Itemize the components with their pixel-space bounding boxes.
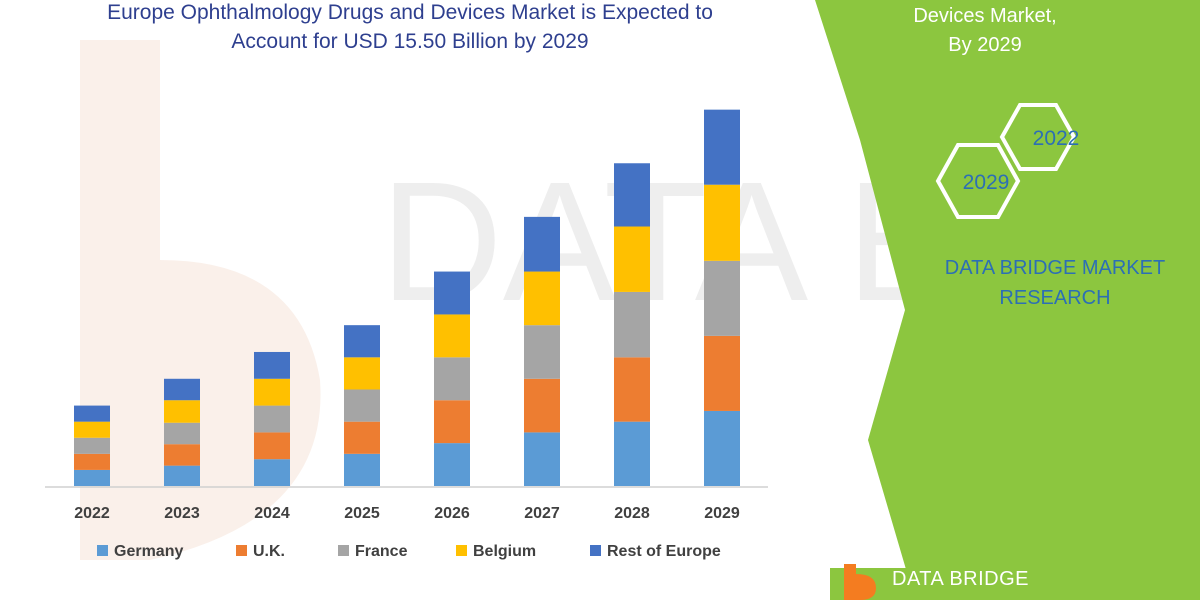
bar-segment-2024-belgium xyxy=(254,378,290,406)
bar-segment-2023-france xyxy=(164,422,200,445)
legend-swatch xyxy=(97,545,108,556)
bar-segment-2024-rest-of-europe xyxy=(254,351,290,379)
bar-segment-2029-germany xyxy=(704,410,740,486)
bar-segment-2026-france xyxy=(434,357,470,401)
bar-segment-2023-rest-of-europe xyxy=(164,378,200,401)
bar-segment-2027-u-k- xyxy=(524,378,560,433)
bar-segment-2028-france xyxy=(614,291,650,358)
bar-segment-2029-belgium xyxy=(704,184,740,261)
bar-segment-2024-u-k- xyxy=(254,432,290,460)
x-tick-label-2029: 2029 xyxy=(704,505,740,522)
bar-segment-2025-france xyxy=(344,389,380,422)
hexagon-2029-label: 2029 xyxy=(963,171,1010,194)
legend-item-germany: Germany xyxy=(97,543,183,560)
legend-label: U.K. xyxy=(253,543,285,560)
bar-segment-2024-france xyxy=(254,405,290,433)
research-label-line-1: DATA BRIDGE MARKET xyxy=(944,257,1166,279)
hexagon-2022-label: 2022 xyxy=(1033,127,1080,150)
legend-item-belgium: Belgium xyxy=(456,543,536,560)
x-tick-label-2022: 2022 xyxy=(74,505,110,522)
x-tick-label-2024: 2024 xyxy=(254,505,290,522)
chart-title-line-1: Europe Ophthalmology Drugs and Devices M… xyxy=(107,1,713,24)
side-caption-line-2: By 2029 xyxy=(948,34,1022,56)
bar-segment-2023-u-k- xyxy=(164,444,200,466)
bar-segment-2023-belgium xyxy=(164,400,200,423)
x-tick-label-2023: 2023 xyxy=(164,505,200,522)
bar-segment-2022-germany xyxy=(74,469,110,486)
bar-segment-2025-rest-of-europe xyxy=(344,325,380,358)
legend-label: Belgium xyxy=(473,543,536,560)
x-tick-label-2025: 2025 xyxy=(344,505,380,522)
legend-swatch xyxy=(338,545,349,556)
bar-segment-2027-germany xyxy=(524,432,560,486)
legend-item-france: France xyxy=(338,543,408,560)
x-tick-label-2028: 2028 xyxy=(614,505,650,522)
hexagon-2022 xyxy=(999,103,1077,171)
bar-segment-2029-rest-of-europe xyxy=(704,109,740,185)
legend-swatch xyxy=(590,545,601,556)
bar-segment-2027-belgium xyxy=(524,271,560,326)
chart-title-line-2: Account for USD 15.50 Billion by 2029 xyxy=(231,30,589,53)
bar-segment-2022-france xyxy=(74,437,110,454)
bar-segment-2025-germany xyxy=(344,453,380,486)
x-tick-labels: 2022 2023 2024 2025 2026 2027 2028 2029 xyxy=(74,505,740,522)
bar-segment-2025-u-k- xyxy=(344,421,380,454)
bar-segment-2022-rest-of-europe xyxy=(74,405,110,422)
bar-segment-2028-u-k- xyxy=(614,357,650,422)
legend-label: Germany xyxy=(114,543,183,560)
bar-segment-2027-rest-of-europe xyxy=(524,216,560,272)
footer-logo-text: DATA BRIDGE xyxy=(892,568,1030,590)
footer-logo xyxy=(830,564,1050,600)
bar-segment-2026-u-k- xyxy=(434,400,470,444)
legend-item-rest-of-europe: Rest of Europe xyxy=(590,543,721,560)
bars-group xyxy=(74,109,740,486)
footer-logo-icon xyxy=(844,564,876,600)
hexagon-2029 xyxy=(935,143,1021,219)
research-label-line-2: RESEARCH xyxy=(999,287,1111,309)
bar-segment-2028-germany xyxy=(614,421,650,486)
x-tick-label-2027: 2027 xyxy=(524,505,560,522)
bar-segment-2029-u-k- xyxy=(704,335,740,411)
year-hexagons: 2022 2029 xyxy=(935,103,1080,219)
legend-label: France xyxy=(355,543,408,560)
legend-swatch xyxy=(456,545,467,556)
bar-segment-2022-belgium xyxy=(74,421,110,438)
legend-item-u-k-: U.K. xyxy=(236,543,285,560)
x-tick-label-2026: 2026 xyxy=(434,505,470,522)
stacked-bar-chart: 2022 2023 2024 2025 2026 2027 2028 2029 Germany… xyxy=(45,109,768,560)
legend-label: Rest of Europe xyxy=(607,543,721,560)
bar-segment-2026-belgium xyxy=(434,314,470,358)
bar-segment-2027-france xyxy=(524,325,560,379)
legend-swatch xyxy=(236,545,247,556)
bar-segment-2028-belgium xyxy=(614,226,650,292)
green-panel-shape xyxy=(815,0,1200,600)
bar-segment-2028-rest-of-europe xyxy=(614,163,650,227)
bar-segment-2026-germany xyxy=(434,443,470,486)
bar-segment-2023-germany xyxy=(164,465,200,486)
side-caption-line-1: Devices Market, xyxy=(913,5,1057,27)
bar-segment-2022-u-k- xyxy=(74,453,110,470)
bar-segment-2026-rest-of-europe xyxy=(434,271,470,315)
legend: Germany U.K. France Belgium Rest of Europe xyxy=(97,543,721,560)
bar-segment-2025-belgium xyxy=(344,357,380,390)
bar-segment-2029-france xyxy=(704,260,740,336)
bar-segment-2024-germany xyxy=(254,459,290,486)
